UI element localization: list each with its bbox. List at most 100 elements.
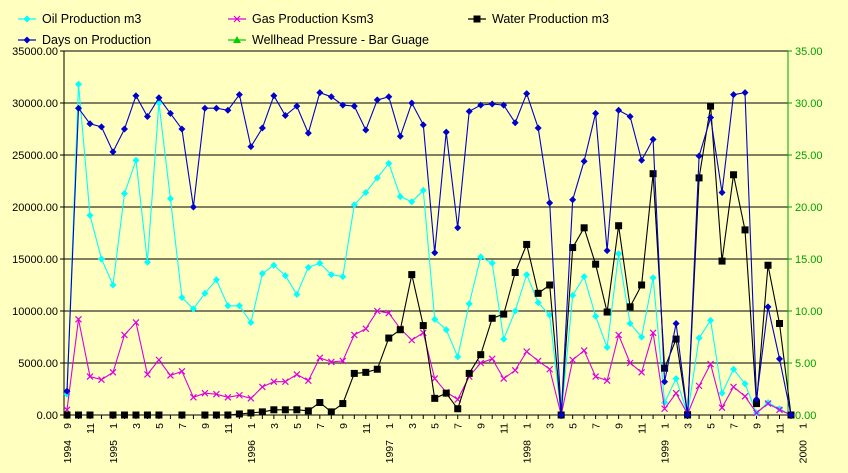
- x-tick-label: 1: [522, 423, 534, 429]
- data-point: [730, 383, 737, 391]
- data-point: [546, 311, 554, 319]
- data-point: [454, 224, 462, 232]
- data-point: [109, 281, 117, 289]
- data-point: [523, 348, 531, 355]
- data-point: [304, 377, 312, 385]
- data-point: [442, 128, 450, 136]
- data-point: [143, 113, 151, 121]
- data-point: [373, 174, 381, 182]
- data-point: [201, 389, 209, 397]
- axes: 0.005000.0010000.0015000.0020000.0025000…: [12, 46, 822, 463]
- data-point: [672, 335, 680, 343]
- data-point: [304, 407, 312, 415]
- data-point: [97, 123, 105, 131]
- x-tick-label: 11: [361, 423, 373, 434]
- data-point: [741, 89, 749, 97]
- data-point: [741, 226, 749, 234]
- x-tick-label: 7: [453, 423, 465, 429]
- data-point: [143, 411, 151, 419]
- data-point: [339, 400, 347, 408]
- y2-tick-label: 20.00: [795, 202, 823, 214]
- data-point: [258, 124, 266, 132]
- data-point: [408, 99, 416, 107]
- data-point: [235, 410, 243, 418]
- legend-label-4: Days on Production: [42, 33, 151, 47]
- data-point: [649, 170, 657, 178]
- data-point: [488, 100, 496, 108]
- data-point: [592, 260, 600, 268]
- data-point: [143, 258, 151, 266]
- legend-marker-2: [233, 15, 241, 23]
- legend: Oil Production m3 Gas Production Ksm3 Wate…: [18, 12, 609, 47]
- data-point: [270, 378, 278, 386]
- data-point: [201, 411, 209, 419]
- data-point: [649, 135, 657, 143]
- data-point: [477, 253, 485, 261]
- data-point: [235, 391, 243, 399]
- legend-label-1: Oil Production m3: [42, 12, 141, 26]
- data-point: [638, 281, 646, 289]
- series-line: [66, 310, 792, 416]
- data-point: [638, 368, 646, 376]
- data-point: [270, 92, 278, 100]
- data-point: [247, 409, 255, 417]
- x-tick-label: 11: [775, 423, 787, 434]
- data-point: [661, 405, 669, 413]
- data-point: [626, 319, 634, 327]
- x-tick-label: 1: [797, 423, 809, 429]
- data-point: [212, 104, 220, 112]
- data-point: [74, 411, 82, 419]
- data-point: [580, 224, 588, 232]
- data-point: [281, 272, 289, 280]
- x-year-label: 1996: [246, 440, 258, 464]
- data-point: [155, 94, 163, 102]
- data-point: [109, 411, 117, 419]
- x-tick-label: 3: [269, 423, 281, 429]
- data-point: [419, 322, 427, 330]
- data-point: [63, 411, 71, 419]
- x-tick-label: 9: [752, 423, 764, 429]
- data-point: [293, 406, 301, 414]
- data-point: [695, 382, 703, 390]
- data-point: [212, 390, 220, 398]
- data-point: [500, 335, 508, 343]
- data-point: [212, 411, 220, 419]
- x-tick-label: 1: [660, 423, 672, 429]
- data-point: [178, 367, 186, 375]
- data-point: [155, 411, 163, 419]
- data-point: [741, 392, 749, 400]
- x-tick-label: 3: [407, 423, 419, 429]
- data-point: [511, 307, 519, 315]
- data-point: [339, 101, 347, 109]
- data-point: [580, 273, 588, 281]
- data-point: [201, 104, 209, 112]
- x-tick-label: 1: [246, 423, 258, 429]
- data-point: [776, 319, 784, 327]
- data-point: [304, 129, 312, 137]
- x-tick-label: 7: [315, 423, 327, 429]
- data-point: [753, 400, 761, 408]
- data-point: [281, 378, 289, 386]
- data-point: [695, 334, 703, 342]
- data-point: [316, 399, 324, 407]
- data-point: [224, 302, 232, 310]
- data-point: [201, 289, 209, 297]
- data-point: [523, 240, 531, 248]
- data-point: [63, 387, 71, 395]
- data-point: [304, 263, 312, 271]
- data-point: [592, 312, 600, 320]
- x-tick-label: 11: [637, 423, 649, 434]
- data-point: [661, 364, 669, 372]
- data-point: [350, 201, 358, 209]
- data-point: [385, 93, 393, 101]
- data-point: [270, 261, 278, 269]
- x-tick-label: 3: [131, 423, 143, 429]
- data-point: [707, 360, 714, 368]
- data-point: [764, 303, 772, 311]
- data-point: [120, 189, 128, 197]
- data-point: [569, 291, 577, 299]
- data-point: [396, 193, 404, 201]
- data-point: [741, 380, 749, 388]
- data-point: [431, 315, 439, 323]
- data-point: [167, 372, 174, 379]
